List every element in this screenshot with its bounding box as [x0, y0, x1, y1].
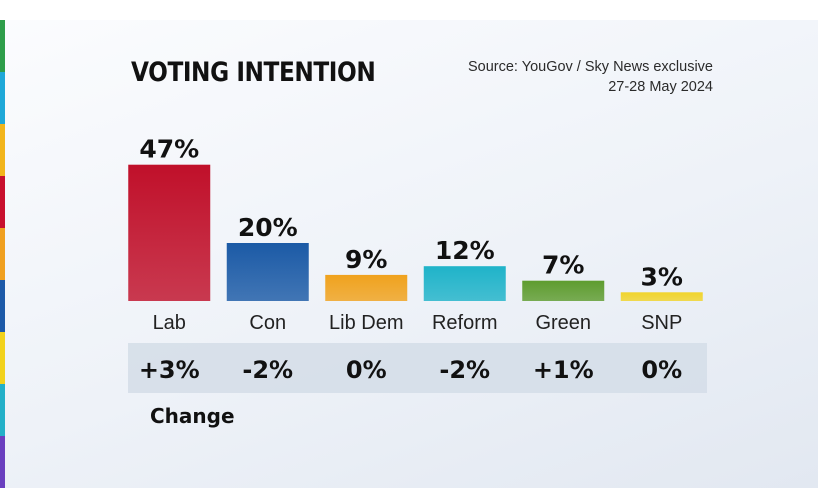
bar-value-label: 20%: [238, 213, 298, 242]
change-value: 0%: [346, 356, 387, 384]
change-value: -2%: [242, 356, 293, 384]
change-row-band: [128, 343, 707, 393]
bar-value-label: 47%: [139, 135, 199, 164]
bar-lib-dem: [325, 274, 408, 301]
chart-card: VOTING INTENTION Source: YouGov / Sky Ne…: [0, 20, 818, 488]
category-label: Reform: [432, 312, 498, 334]
bar-value-label: 12%: [435, 236, 495, 265]
bar-chart: 47% Lab +3% 20% Con -2% 9% Lib Dem 0% 12% Reform -2…: [128, 135, 707, 393]
accent-strip-segment: [0, 280, 5, 332]
bar-snp: [620, 292, 703, 301]
bar-green: [522, 280, 605, 301]
bar-reform: [423, 266, 506, 301]
source-line: Source: YouGov / Sky News exclusive: [467, 59, 713, 75]
change-value: +3%: [139, 356, 200, 384]
accent-strip-segment: [0, 72, 5, 124]
source-note: Source: YouGov / Sky News exclusive 27-2…: [468, 57, 713, 97]
category-label: SNP: [641, 312, 682, 334]
accent-strip-segment: [0, 332, 5, 384]
category-label: Con: [249, 312, 286, 334]
accent-strip-segment: [0, 436, 5, 488]
category-label: Lib Dem: [329, 312, 403, 334]
bar-value-label: 9%: [345, 245, 387, 274]
bar-con: [226, 243, 309, 301]
accent-strip-segment: [0, 384, 5, 436]
accent-strip-segment: [0, 228, 5, 280]
change-caption: Change: [150, 404, 235, 428]
accent-strip-segment: [0, 20, 5, 72]
chart-title: VOTING INTENTION: [131, 57, 376, 88]
accent-strip: [0, 20, 5, 488]
accent-strip-segment: [0, 176, 5, 228]
bar-value-label: 7%: [542, 251, 584, 280]
bar-value-label: 3%: [641, 262, 683, 291]
change-value: 0%: [641, 356, 682, 384]
accent-strip-segment: [0, 124, 5, 176]
bar-lab: [128, 164, 211, 301]
change-value: -2%: [439, 356, 490, 384]
survey-date: 27-28 May 2024: [608, 79, 713, 95]
change-value: +1%: [533, 356, 594, 384]
category-label: Green: [535, 312, 591, 334]
category-label: Lab: [153, 312, 186, 334]
